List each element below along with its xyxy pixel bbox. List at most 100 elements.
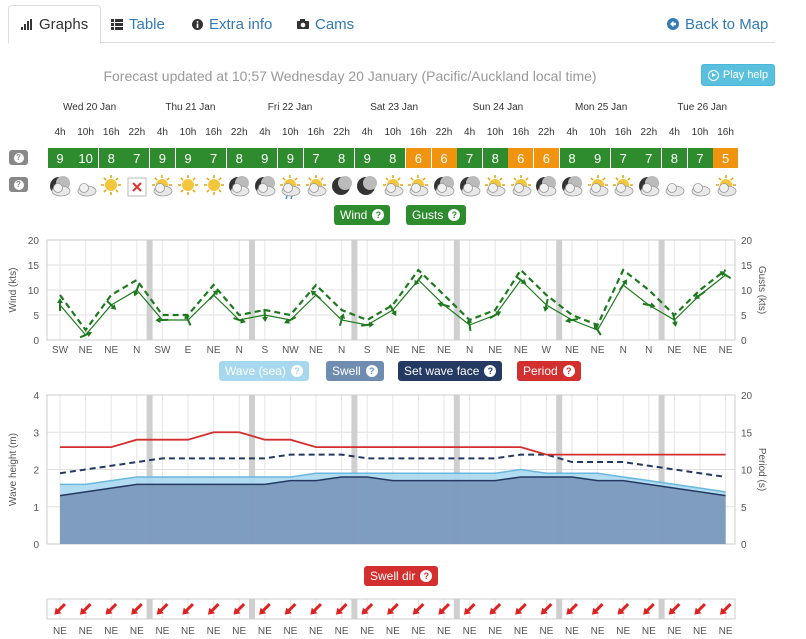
y-tick-label: 10 bbox=[28, 286, 40, 297]
swell-dir-arrow-shape bbox=[259, 602, 271, 615]
y-tick-label: 4 bbox=[33, 391, 39, 402]
wind-direction-label: NE bbox=[565, 345, 579, 356]
wind-rating-cell: 7 bbox=[303, 148, 329, 168]
hour-label: 4h bbox=[464, 127, 476, 138]
day-label: Wed 20 Jan bbox=[63, 102, 117, 113]
cloud-puff bbox=[693, 183, 703, 193]
legend-gusts-badge[interactable]: Gusts? bbox=[406, 205, 467, 225]
hour-label: 16h bbox=[614, 127, 632, 138]
swell-dir-arrow-shape bbox=[131, 602, 143, 615]
rating-help-button[interactable]: ? bbox=[9, 150, 28, 165]
wind-arrow-shape bbox=[184, 313, 192, 326]
tab-extra-info[interactable]: Extra info bbox=[192, 5, 272, 43]
sun-cloud-icon bbox=[715, 175, 736, 197]
wind-arrow-shape bbox=[155, 317, 169, 324]
sun-cloud-icon bbox=[306, 175, 327, 197]
swell-dir-arrow-shape bbox=[668, 602, 681, 615]
hour-label: 10h bbox=[384, 127, 402, 138]
legend-set-wave-badge[interactable]: Set wave face? bbox=[398, 361, 503, 381]
hour-label: 22h bbox=[435, 127, 453, 138]
y-tick-label: 0 bbox=[33, 336, 39, 347]
swell-dir-label: NE bbox=[283, 626, 297, 637]
wave-sea-line bbox=[60, 468, 726, 493]
swell-dir-label: NE bbox=[437, 626, 451, 637]
sun-ray bbox=[115, 177, 119, 181]
swell-dir-arrow-shape bbox=[156, 602, 169, 615]
swell-dir-arrow bbox=[438, 602, 451, 615]
swell-dir-arrow bbox=[540, 602, 553, 615]
tab-cams[interactable]: Cams bbox=[297, 5, 354, 43]
wind-rating-cell: 6 bbox=[508, 148, 534, 168]
sun-ray bbox=[282, 177, 287, 181]
wind-rating-cell: 7 bbox=[636, 148, 662, 168]
swell-dir-arrow-shape bbox=[643, 602, 655, 615]
sun-cloud-icon bbox=[152, 175, 173, 197]
sun-ray bbox=[487, 177, 491, 181]
midnight-band bbox=[658, 599, 665, 619]
wind-arrow bbox=[437, 301, 451, 308]
swell-dir-label: NE bbox=[693, 626, 707, 637]
legend-swell-badge[interactable]: Swell? bbox=[326, 361, 384, 381]
swell-dir-arrow-shape bbox=[284, 602, 297, 615]
y-axis-label-right: Gusts (kts) bbox=[756, 266, 767, 314]
wind-arrow-shape bbox=[694, 290, 706, 300]
sun-ray bbox=[627, 177, 631, 181]
hour-label: 10h bbox=[486, 127, 504, 138]
sun-rain-icon bbox=[280, 175, 301, 199]
sun-cloud-icon bbox=[510, 175, 532, 197]
y-tick-label-right: 0 bbox=[741, 540, 747, 551]
sun-ray bbox=[601, 177, 606, 181]
legend-wind-badge[interactable]: Wind? bbox=[334, 205, 391, 225]
hour-label: 4h bbox=[259, 127, 271, 138]
weather-help-button[interactable]: ? bbox=[9, 177, 28, 192]
wind-rating-cell: 5 bbox=[713, 148, 739, 168]
wind-direction-label: NW bbox=[282, 345, 299, 356]
play-help-button[interactable]: Play help bbox=[701, 64, 775, 86]
swell-dir-label: NE bbox=[386, 626, 400, 637]
swell-dir-arrow bbox=[310, 602, 323, 615]
swell-dir-label: NE bbox=[104, 626, 118, 637]
wind-arrow bbox=[466, 318, 473, 332]
legend-wind-label: Wind bbox=[340, 208, 368, 222]
cloud-moon-icon bbox=[459, 176, 480, 197]
sun-ray bbox=[192, 189, 196, 193]
swell-dir-label: NE bbox=[309, 626, 323, 637]
sun-icon bbox=[203, 175, 224, 195]
sun-ray bbox=[499, 177, 503, 181]
wind-arrow bbox=[106, 300, 117, 310]
swell-dir-arrow bbox=[284, 602, 297, 615]
moon-shadow bbox=[363, 176, 378, 190]
hour-label: 10h bbox=[179, 127, 197, 138]
wind-arrow-shape bbox=[233, 317, 246, 324]
wind-direction-label: N bbox=[133, 345, 140, 356]
wind-rating-cell: 6 bbox=[405, 148, 431, 168]
legend-period-badge[interactable]: Period? bbox=[517, 361, 581, 381]
tab-graphs[interactable]: Graphs bbox=[8, 5, 102, 44]
question-icon: ? bbox=[13, 179, 24, 190]
wind-rating-cell: 7 bbox=[201, 148, 227, 168]
swell-dir-arrow bbox=[515, 602, 527, 615]
sun-icon bbox=[101, 175, 122, 195]
wind-direction-label: SW bbox=[154, 345, 171, 356]
legend-wave-badge[interactable]: Wave (sea)? bbox=[219, 361, 309, 381]
wind-arrow-shape bbox=[338, 313, 346, 327]
wind-arrow bbox=[261, 308, 268, 322]
back-to-map-link[interactable]: Back to Map bbox=[667, 5, 768, 43]
wind-arrow bbox=[389, 304, 397, 317]
hour-label: 4h bbox=[566, 127, 578, 138]
wind-arrow-shape bbox=[593, 324, 602, 336]
wind-arrow bbox=[565, 317, 579, 324]
hour-label: 16h bbox=[102, 127, 120, 138]
y-tick-label-right: 10 bbox=[741, 286, 753, 297]
wind-rating-cell: 7 bbox=[610, 148, 636, 168]
tab-table[interactable]: Table bbox=[111, 5, 165, 43]
wind-arrow-shape bbox=[642, 302, 656, 309]
y-axis-label: Wave height (m) bbox=[8, 433, 19, 506]
swell-dir-arrow bbox=[335, 602, 348, 615]
legend-swell-dir-badge[interactable]: Swell dir? bbox=[364, 566, 439, 586]
wave-chart: 0 1 2 3 4 0 5 10 15 20 Wave height (m) Period (s) bbox=[8, 391, 767, 551]
sun-ray bbox=[115, 189, 119, 193]
wind-rating-cell: 9 bbox=[47, 148, 73, 168]
swell-dir-arrow bbox=[233, 602, 246, 615]
